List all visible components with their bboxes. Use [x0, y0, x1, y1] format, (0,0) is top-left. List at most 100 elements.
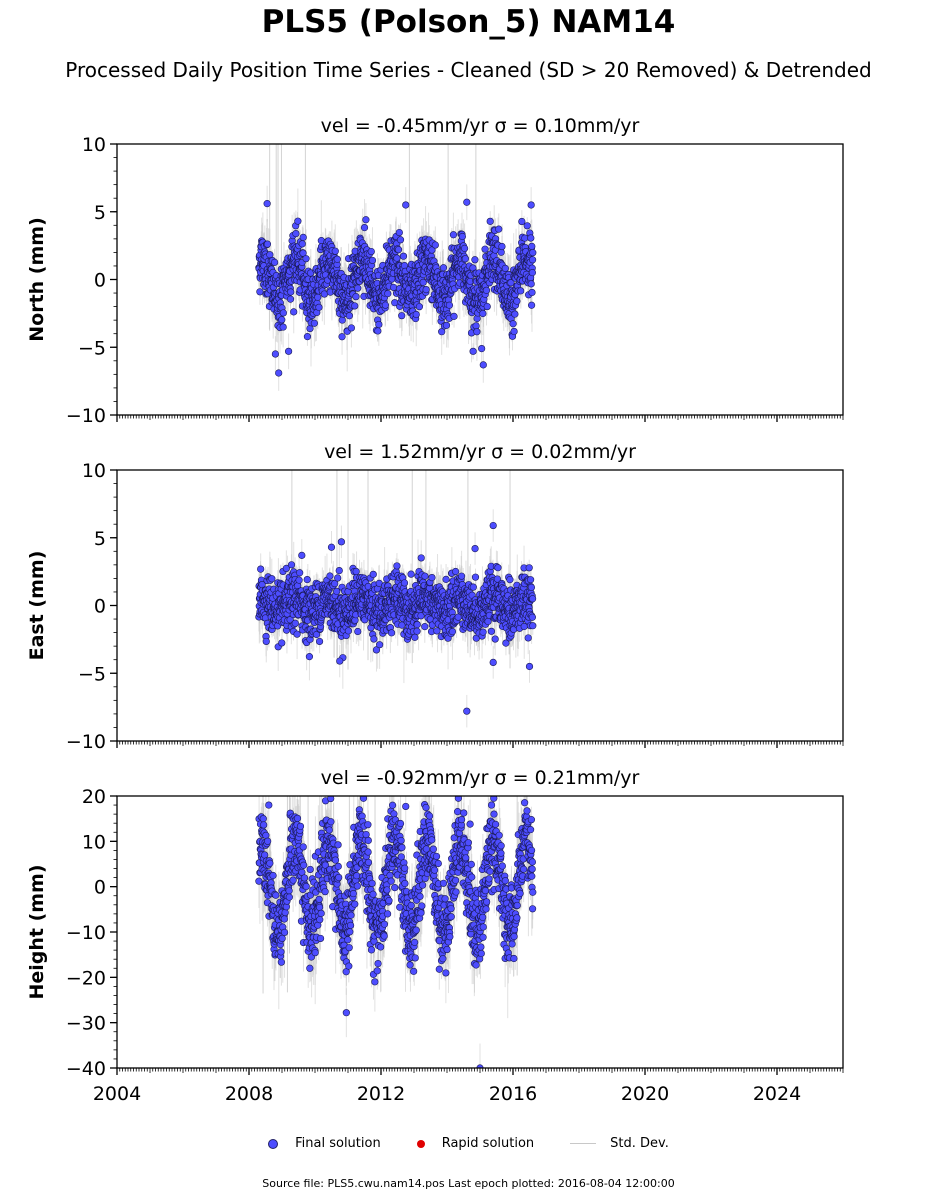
data-point — [306, 324, 314, 333]
data-point — [482, 286, 491, 294]
data-point — [278, 316, 286, 324]
data-point — [479, 309, 487, 318]
data-point — [463, 198, 471, 206]
data-point — [394, 246, 403, 254]
data-point — [275, 369, 283, 377]
chart-subtitle: Processed Daily Position Time Series - C… — [65, 58, 872, 82]
data-point — [256, 288, 264, 296]
data-point — [331, 247, 339, 255]
data-point — [399, 252, 408, 260]
data-point — [498, 242, 506, 251]
data-point — [398, 312, 406, 320]
data-point — [483, 302, 491, 311]
panel-title: vel = -0.45mm/yr σ = 0.10mm/yr — [321, 115, 640, 137]
data-point — [368, 256, 377, 265]
data-point — [527, 280, 535, 288]
data-point — [415, 303, 424, 311]
data-point — [507, 279, 515, 287]
data-point — [299, 233, 307, 241]
data-point — [334, 574, 342, 582]
data-point — [460, 244, 469, 252]
data-point — [528, 242, 536, 251]
data-point — [263, 240, 272, 248]
data-point — [473, 328, 481, 336]
data-point — [431, 241, 439, 249]
data-point — [513, 297, 521, 305]
data-point — [528, 288, 536, 297]
data-point — [439, 264, 448, 272]
y-tick-label: 10 — [82, 134, 106, 156]
data-point — [478, 345, 486, 353]
data-point — [495, 225, 503, 233]
chart-title: PLS5 (Polson_5) NAM14 — [261, 4, 676, 40]
data-point — [389, 283, 398, 292]
data-point — [517, 287, 525, 295]
data-point — [449, 231, 458, 239]
data-point — [338, 333, 346, 341]
data-point — [521, 234, 529, 242]
data-point — [338, 316, 346, 324]
data-point — [527, 301, 536, 309]
y-tick-label: −10 — [66, 405, 106, 427]
data-point — [303, 575, 311, 584]
data-point — [527, 234, 535, 242]
data-point — [486, 217, 494, 225]
data-point — [419, 278, 427, 286]
data-point — [393, 254, 401, 262]
y-tick-label: 5 — [94, 202, 106, 224]
data-point — [279, 309, 287, 317]
data-point — [294, 217, 302, 225]
data-point — [290, 308, 298, 316]
data-point — [529, 249, 537, 257]
data-point — [395, 228, 403, 237]
data-point — [362, 216, 370, 224]
y-axis-label: North (mm) — [26, 217, 48, 342]
data-point — [384, 289, 392, 298]
data-point — [375, 320, 383, 329]
data-point — [287, 288, 295, 296]
data-point — [523, 222, 531, 230]
data-point — [263, 200, 271, 208]
data-point — [352, 567, 360, 576]
data-point — [442, 321, 451, 329]
data-point — [305, 653, 314, 661]
data-point — [352, 293, 360, 301]
data-point — [354, 627, 362, 636]
data-point — [479, 361, 487, 369]
data-point — [299, 249, 307, 257]
data-point — [268, 575, 276, 583]
data-point — [402, 201, 410, 209]
data-point — [271, 350, 280, 358]
series-group — [255, 470, 537, 728]
data-point — [296, 569, 304, 577]
data-point — [315, 303, 323, 311]
data-point — [528, 268, 536, 277]
data-point — [344, 627, 353, 635]
data-point — [286, 295, 295, 303]
data-point — [481, 245, 489, 253]
data-point — [303, 333, 312, 341]
data-point — [360, 224, 369, 232]
data-point — [510, 327, 518, 336]
data-point — [347, 324, 355, 332]
data-point — [315, 637, 324, 646]
data-point — [501, 264, 509, 273]
data-point — [279, 323, 287, 331]
data-point — [326, 572, 334, 580]
data-point — [422, 286, 430, 294]
data-point — [445, 301, 454, 309]
data-point — [282, 564, 290, 573]
data-point — [471, 256, 479, 264]
data-point — [351, 302, 359, 310]
data-point — [278, 639, 286, 647]
data-point — [298, 240, 306, 248]
data-point — [458, 232, 466, 241]
data-point — [461, 255, 469, 263]
data-point — [354, 284, 362, 292]
data-point — [438, 328, 446, 336]
panel-0: −10 −5 0 5 10 vel = -0.45mm/yr σ = 0.10mm/yr N… — [26, 115, 844, 427]
data-point — [333, 587, 341, 595]
data-point — [374, 327, 382, 335]
